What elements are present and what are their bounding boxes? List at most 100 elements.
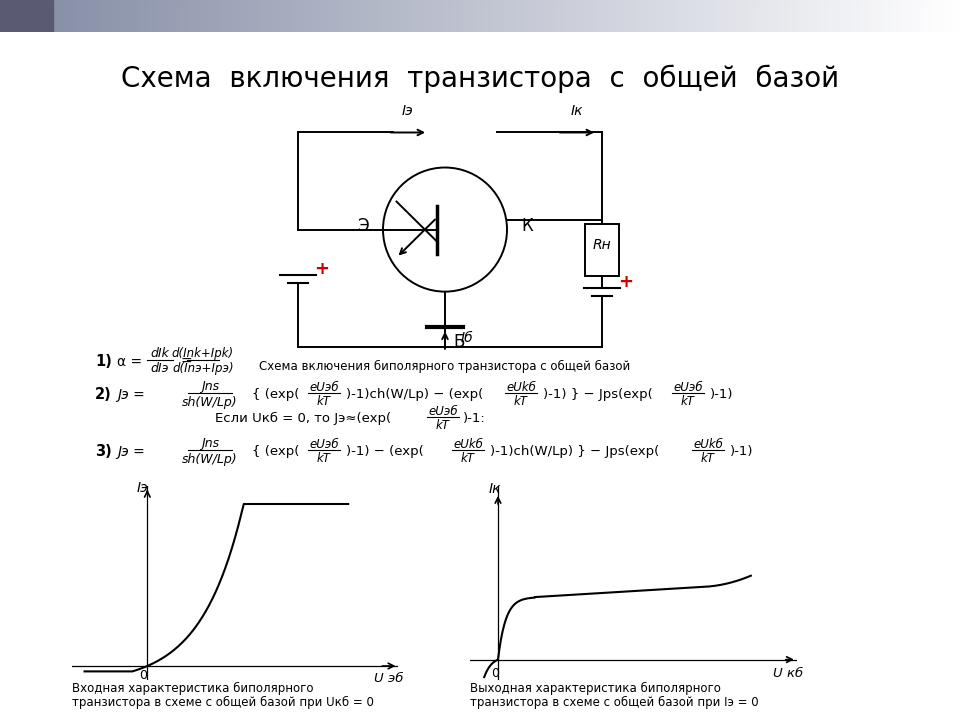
Bar	[176, 0, 180, 32]
Bar	[892, 0, 898, 32]
Bar	[670, 0, 675, 32]
Text: +: +	[618, 273, 634, 291]
Bar	[824, 0, 829, 32]
Text: )-1)ch(W/Lp) } − Jps(exp(: )-1)ch(W/Lp) } − Jps(exp(	[490, 445, 660, 458]
Bar	[828, 0, 834, 32]
Bar	[84, 0, 90, 32]
Bar	[674, 0, 680, 32]
Bar	[153, 0, 158, 32]
Bar	[855, 0, 861, 32]
Bar	[756, 0, 761, 32]
Text: kT: kT	[461, 452, 475, 465]
Bar	[833, 0, 838, 32]
Bar	[484, 0, 490, 32]
Text: { (exp(: { (exp(	[252, 445, 300, 458]
Bar	[461, 0, 467, 32]
Bar	[597, 0, 603, 32]
Text: Rн: Rн	[592, 238, 612, 251]
Text: )-1)ch(W/Lp) − (exp(: )-1)ch(W/Lp) − (exp(	[346, 388, 483, 401]
Bar	[371, 0, 375, 32]
Bar	[792, 0, 798, 32]
Bar	[339, 0, 344, 32]
Bar	[642, 0, 648, 32]
Bar	[211, 0, 217, 32]
Bar	[679, 0, 684, 32]
Text: )-1) } − Jps(exp(: )-1) } − Jps(exp(	[543, 388, 653, 401]
Bar	[715, 0, 721, 32]
Bar	[416, 0, 421, 32]
Bar	[216, 0, 222, 32]
Bar	[647, 0, 653, 32]
Text: d(Ink+Ipk): d(Ink+Ipk)	[172, 347, 234, 360]
Bar	[229, 0, 235, 32]
Text: Iк: Iк	[489, 482, 501, 497]
Bar	[479, 0, 485, 32]
Text: dIk: dIk	[151, 347, 169, 360]
Bar	[656, 0, 661, 32]
Text: 0: 0	[492, 667, 499, 680]
Bar	[71, 0, 77, 32]
Bar	[289, 0, 294, 32]
Bar	[752, 0, 756, 32]
Text: Iб: Iб	[461, 330, 473, 345]
Text: { (exp(: { (exp(	[252, 388, 300, 401]
Bar	[443, 0, 448, 32]
Bar	[584, 0, 589, 32]
Bar	[579, 0, 585, 32]
Bar	[111, 0, 117, 32]
Bar	[787, 0, 793, 32]
Text: kT: kT	[317, 395, 331, 408]
Bar	[638, 0, 643, 32]
Bar	[874, 0, 879, 32]
Bar	[611, 0, 616, 32]
Text: Jns: Jns	[201, 380, 219, 393]
Text: Входная характеристика биполярного: Входная характеристика биполярного	[72, 682, 314, 695]
Bar	[497, 0, 503, 32]
Bar	[316, 0, 322, 32]
Text: d(Inэ+Ipэ): d(Inэ+Ipэ)	[172, 362, 234, 375]
Bar	[166, 0, 172, 32]
Bar	[0, 0, 53, 32]
Bar	[148, 0, 154, 32]
Bar	[298, 0, 303, 32]
Bar	[402, 0, 408, 32]
Bar	[252, 0, 258, 32]
Bar	[266, 0, 272, 32]
Bar	[887, 0, 893, 32]
Text: Iэ: Iэ	[402, 104, 414, 119]
Text: Jэ =: Jэ =	[117, 387, 145, 402]
Bar	[706, 0, 711, 32]
Text: Если Uкб = 0, то Jэ≈(exp(: Если Uкб = 0, то Jэ≈(exp(	[215, 412, 391, 426]
Bar	[411, 0, 417, 32]
Bar	[389, 0, 394, 32]
Bar	[126, 0, 131, 32]
Bar	[737, 0, 743, 32]
Bar	[257, 0, 262, 32]
Bar	[937, 0, 943, 32]
Bar	[348, 0, 353, 32]
Bar	[724, 0, 730, 32]
Bar	[534, 0, 540, 32]
Text: kT: kT	[681, 395, 695, 408]
Text: транзистора в схеме с общей базой при Uкб = 0: транзистора в схеме с общей базой при Uк…	[72, 696, 373, 709]
Bar	[905, 0, 911, 32]
Bar	[629, 0, 635, 32]
Bar	[592, 0, 598, 32]
Bar	[261, 0, 267, 32]
Bar	[837, 0, 843, 32]
Bar	[334, 0, 340, 32]
Bar	[710, 0, 716, 32]
Bar	[951, 0, 956, 32]
Bar	[103, 0, 108, 32]
Bar	[121, 0, 127, 32]
Bar	[276, 0, 280, 32]
Text: eUkб: eUkб	[506, 381, 536, 395]
Bar	[574, 0, 580, 32]
Bar	[760, 0, 766, 32]
Bar	[374, 0, 380, 32]
Bar	[552, 0, 557, 32]
Bar	[424, 0, 430, 32]
Bar	[947, 0, 952, 32]
Bar	[157, 0, 162, 32]
Bar	[747, 0, 753, 32]
